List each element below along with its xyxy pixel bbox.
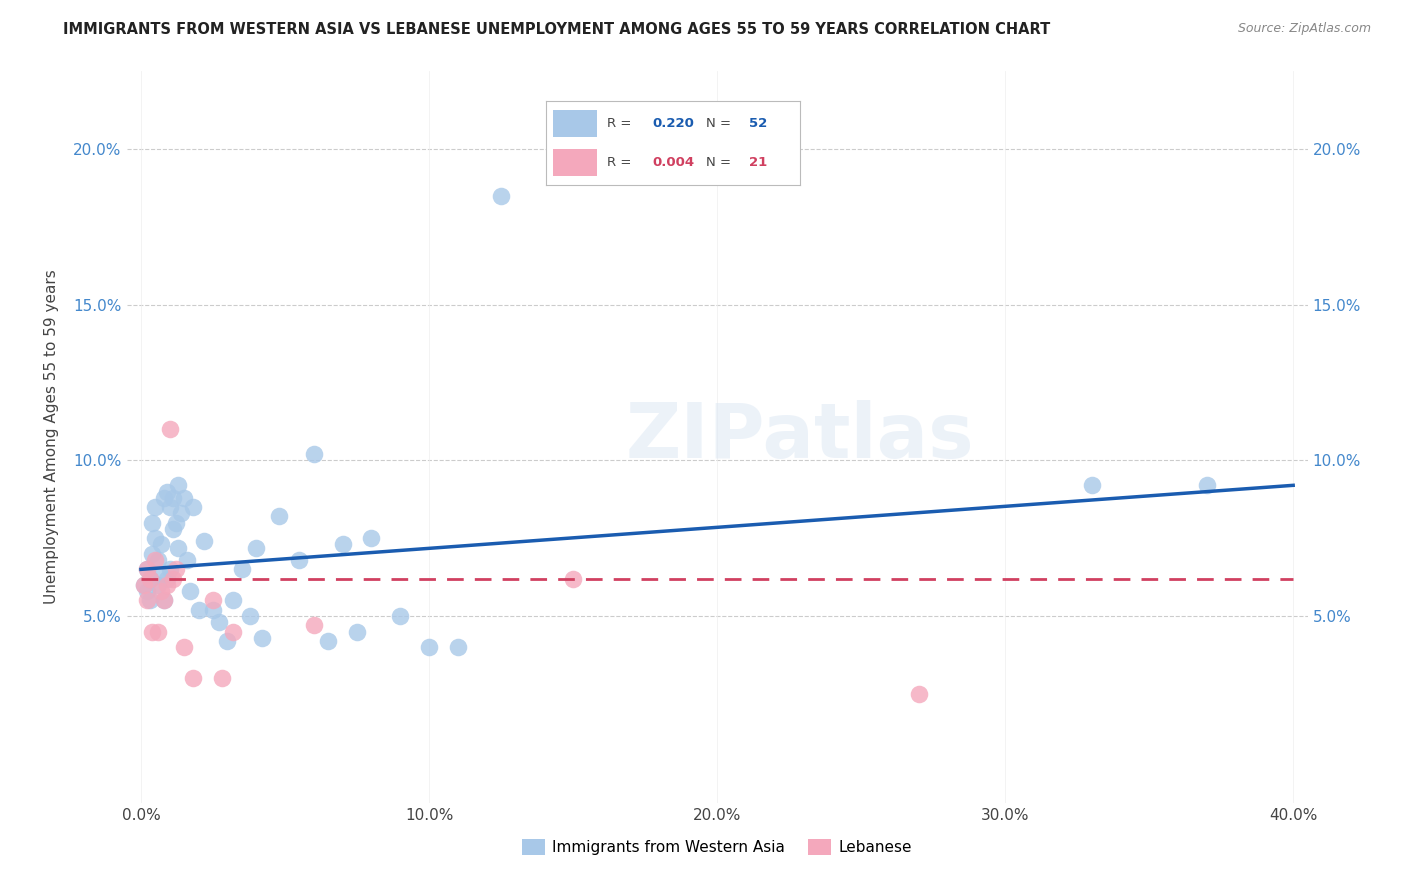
Text: IMMIGRANTS FROM WESTERN ASIA VS LEBANESE UNEMPLOYMENT AMONG AGES 55 TO 59 YEARS : IMMIGRANTS FROM WESTERN ASIA VS LEBANESE…: [63, 22, 1050, 37]
Point: [159, 422, 181, 436]
Point: [217, 634, 239, 648]
Point: [208, 615, 231, 630]
Point: [222, 624, 245, 639]
Point: [193, 534, 215, 549]
Point: [141, 624, 163, 639]
Point: [187, 603, 209, 617]
Point: [159, 500, 181, 515]
Point: [181, 500, 204, 515]
Point: [143, 531, 166, 545]
Point: [132, 578, 155, 592]
Point: [302, 618, 325, 632]
Point: [316, 634, 339, 648]
Point: [138, 572, 160, 586]
Point: [418, 640, 440, 655]
Point: [167, 478, 190, 492]
Point: [162, 491, 184, 505]
Point: [201, 603, 224, 617]
Point: [173, 491, 195, 505]
Point: [170, 506, 193, 520]
Text: ZIPatlas: ZIPatlas: [626, 401, 974, 474]
Point: [141, 547, 163, 561]
Point: [153, 491, 176, 505]
Point: [143, 500, 166, 515]
Point: [165, 516, 187, 530]
Point: [135, 562, 157, 576]
Point: [156, 578, 179, 592]
Point: [288, 553, 311, 567]
Point: [132, 578, 155, 592]
Point: [222, 593, 245, 607]
Point: [138, 572, 160, 586]
Point: [176, 553, 198, 567]
Point: [360, 531, 382, 545]
Y-axis label: Unemployment Among Ages 55 to 59 years: Unemployment Among Ages 55 to 59 years: [45, 269, 59, 605]
Point: [135, 593, 157, 607]
Point: [389, 609, 412, 624]
Point: [162, 572, 184, 586]
Point: [148, 578, 170, 592]
Point: [135, 584, 157, 599]
Point: [148, 624, 170, 639]
Point: [201, 593, 224, 607]
Point: [1195, 478, 1218, 492]
Point: [269, 509, 291, 524]
Point: [179, 584, 201, 599]
Point: [907, 687, 929, 701]
Point: [447, 640, 470, 655]
Legend: Immigrants from Western Asia, Lebanese: Immigrants from Western Asia, Lebanese: [516, 833, 918, 861]
Point: [162, 522, 184, 536]
Point: [156, 572, 179, 586]
Point: [181, 671, 204, 685]
Point: [302, 447, 325, 461]
Point: [138, 593, 160, 607]
Point: [165, 562, 187, 576]
Point: [562, 572, 585, 586]
Point: [143, 553, 166, 567]
Point: [159, 562, 181, 576]
Point: [250, 631, 273, 645]
Point: [167, 541, 190, 555]
Point: [239, 609, 262, 624]
Point: [150, 584, 173, 599]
Point: [211, 671, 233, 685]
Point: [1080, 478, 1102, 492]
Text: Source: ZipAtlas.com: Source: ZipAtlas.com: [1237, 22, 1371, 36]
Point: [489, 189, 512, 203]
Point: [332, 537, 354, 551]
Point: [346, 624, 368, 639]
Point: [141, 516, 163, 530]
Point: [148, 553, 170, 567]
Point: [231, 562, 253, 576]
Point: [150, 537, 173, 551]
Point: [153, 593, 176, 607]
Point: [135, 562, 157, 576]
Point: [153, 593, 176, 607]
Point: [245, 541, 267, 555]
Point: [150, 568, 173, 582]
Point: [173, 640, 195, 655]
Point: [156, 484, 179, 499]
